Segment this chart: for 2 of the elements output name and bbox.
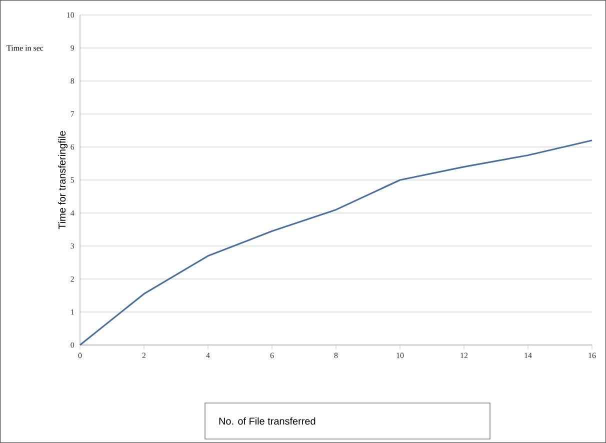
text: No. of File transferred: [219, 417, 316, 425]
y-axis-title: Time for transferingfile: [58, 131, 68, 230]
